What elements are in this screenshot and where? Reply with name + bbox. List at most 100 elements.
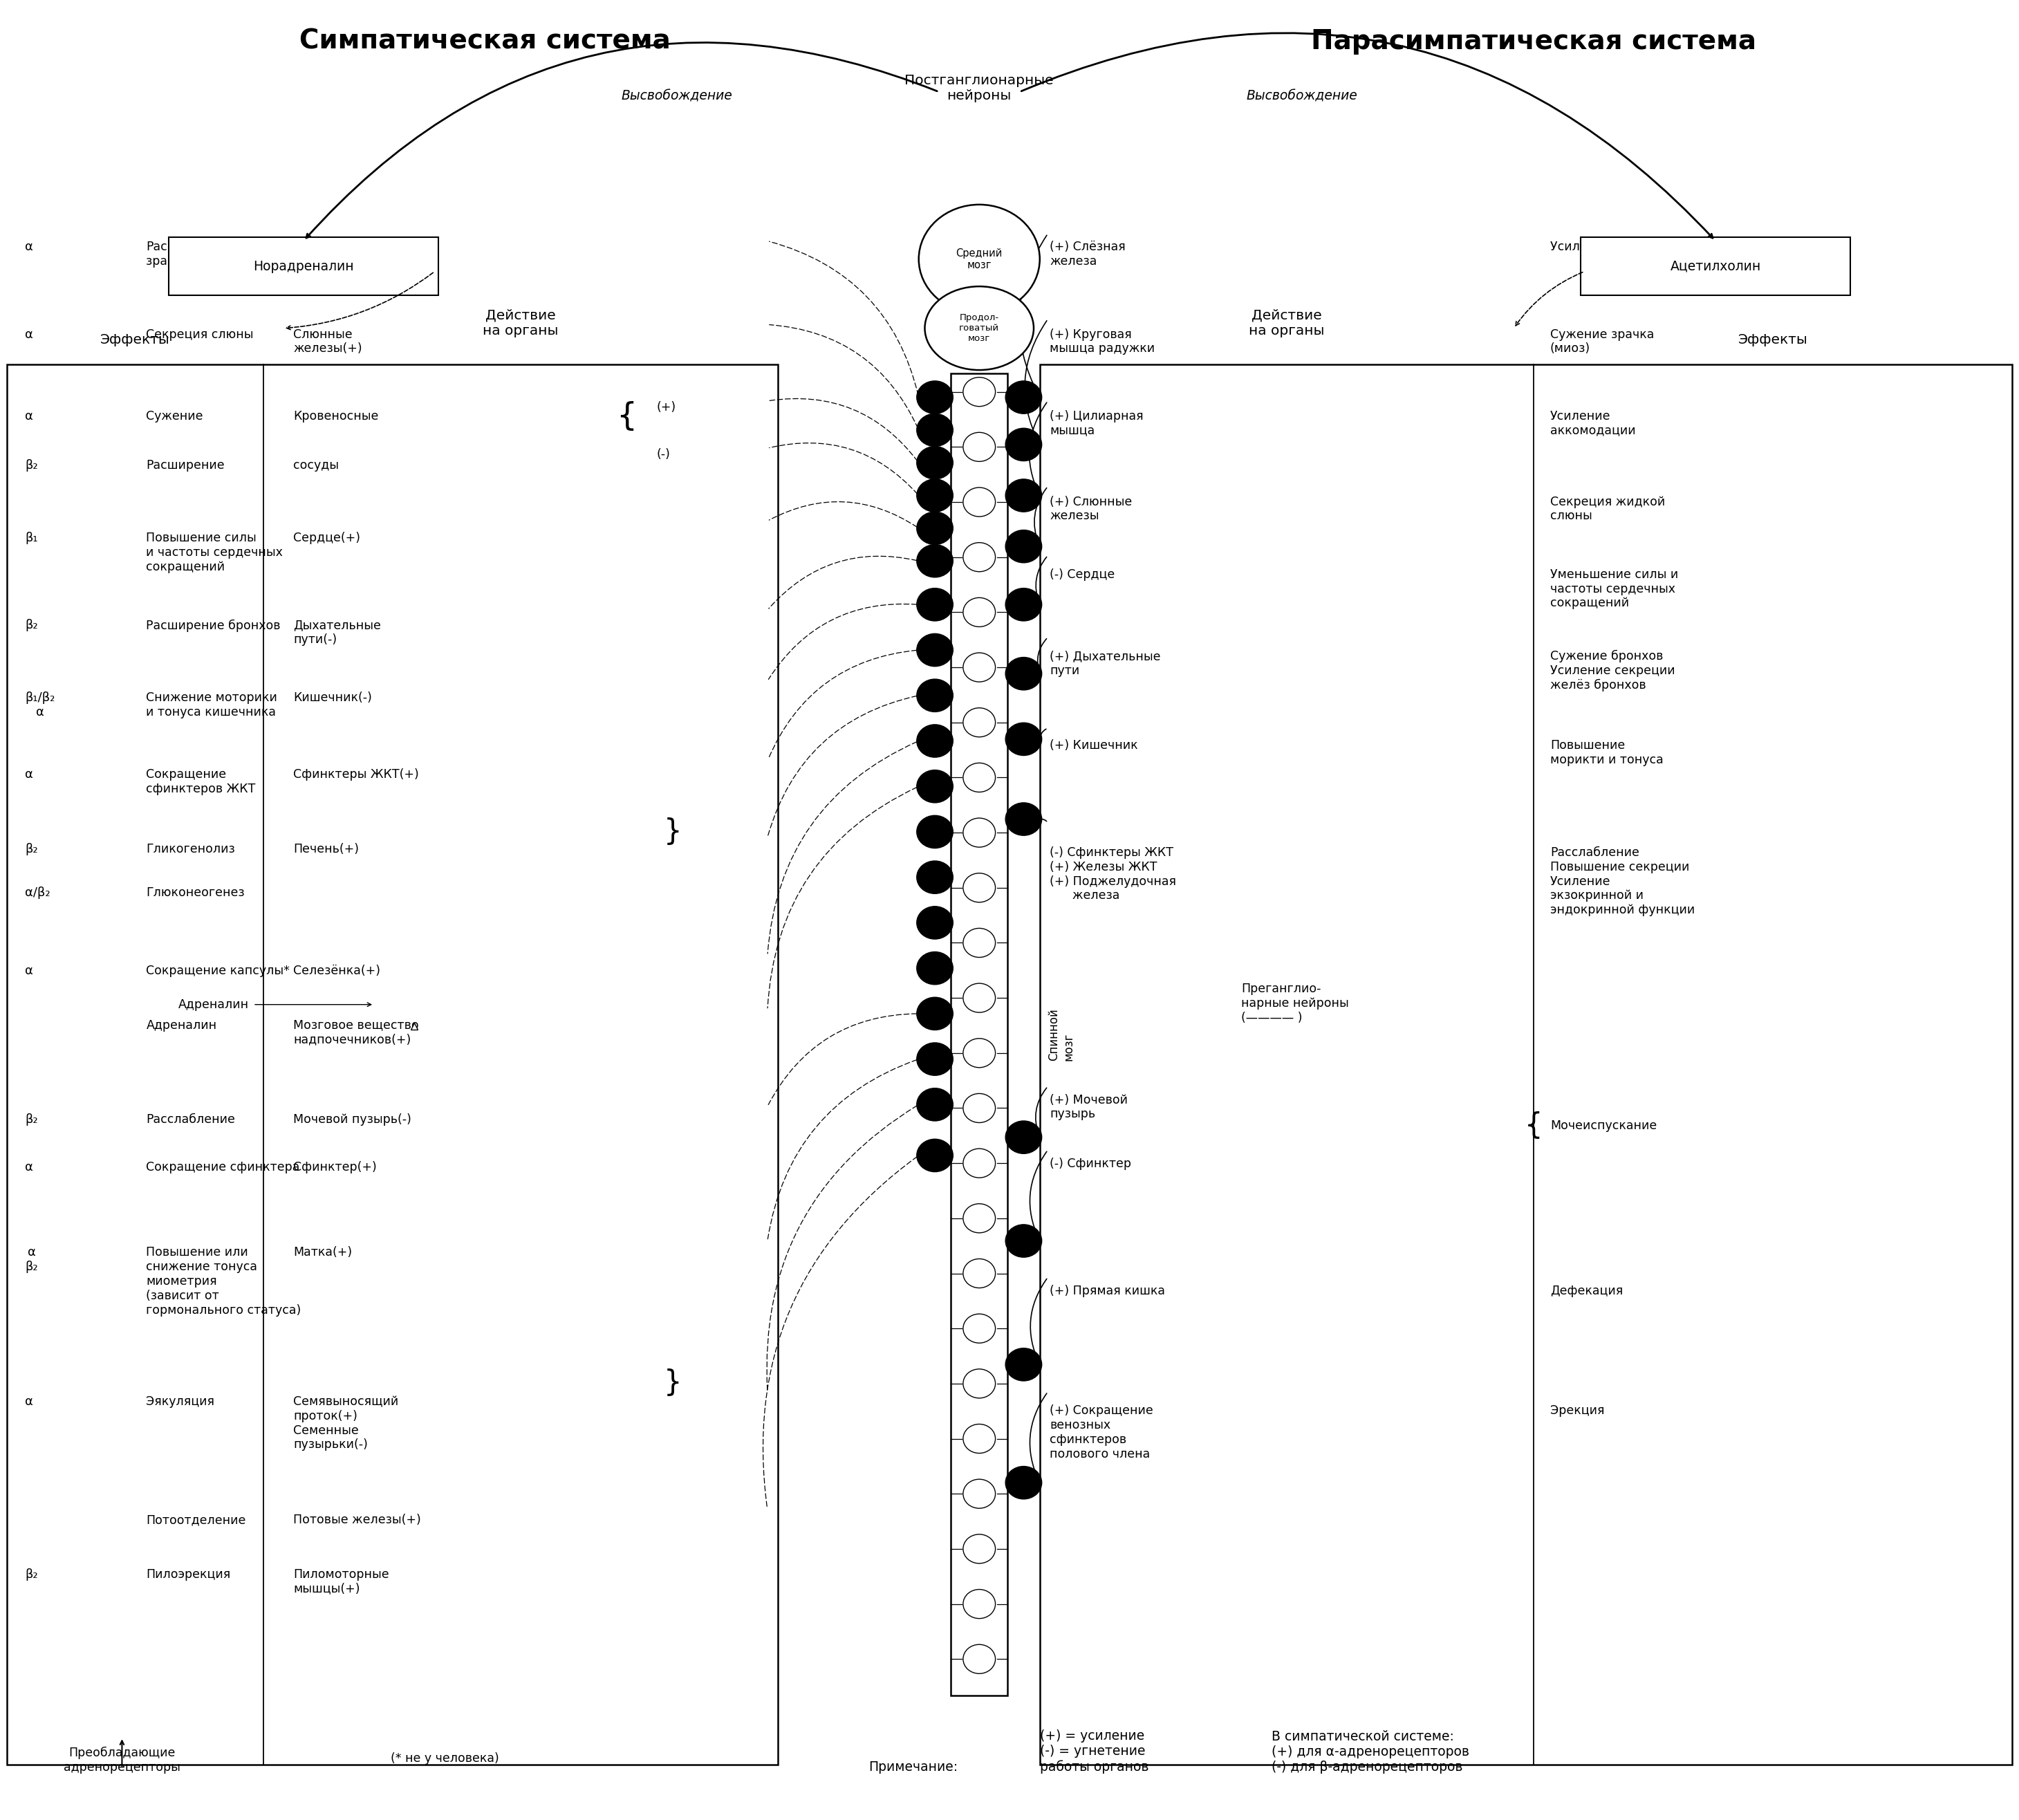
Circle shape — [963, 1259, 995, 1289]
Text: Дыхательные
пути(-): Дыхательные пути(-) — [293, 619, 382, 646]
Circle shape — [917, 1088, 953, 1121]
Ellipse shape — [925, 286, 1034, 369]
Text: α: α — [24, 1396, 34, 1409]
Circle shape — [963, 1094, 995, 1123]
Text: Селезёнка(+): Селезёнка(+) — [293, 965, 380, 977]
Text: Усиление
аккомодации: Усиление аккомодации — [1551, 410, 1635, 437]
Text: (+) Круговая
мышца радужки: (+) Круговая мышца радужки — [1050, 328, 1155, 355]
Circle shape — [917, 770, 953, 803]
Text: α: α — [24, 1161, 34, 1174]
Bar — [6, 364, 777, 1765]
Text: {: { — [1524, 1110, 1543, 1139]
Text: Сужение бронхов
Усиление секреции
желёз бронхов: Сужение бронхов Усиление секреции желёз … — [1551, 650, 1676, 692]
Text: Высвобождение: Высвобождение — [1246, 89, 1357, 102]
Circle shape — [963, 708, 995, 737]
Text: Повышение или
снижение тонуса
миометрия
(зависит от
гормонального статуса): Повышение или снижение тонуса миометрия … — [145, 1247, 301, 1316]
Text: Адреналин: Адреналин — [145, 1019, 216, 1032]
Text: Преобладающие
адренорецепторы: Преобладающие адренорецепторы — [65, 1747, 180, 1773]
Text: α: α — [24, 410, 34, 422]
Text: Эффекты: Эффекты — [1738, 333, 1807, 346]
Text: Слюнные
железы(+): Слюнные железы(+) — [293, 328, 361, 355]
Text: Высвобождение: Высвобождение — [622, 89, 733, 102]
Text: (+) Слюнные
железы: (+) Слюнные железы — [1050, 495, 1133, 522]
Text: Снижение моторики
и тонуса кишечника: Снижение моторики и тонуса кишечника — [145, 692, 277, 719]
Circle shape — [917, 380, 953, 413]
Text: Симпатическая система: Симпатическая система — [299, 29, 670, 55]
Text: Сфинктеры ЖКТ(+): Сфинктеры ЖКТ(+) — [293, 768, 420, 781]
Ellipse shape — [919, 204, 1040, 313]
Text: α/β₂: α/β₂ — [24, 886, 50, 899]
Circle shape — [1005, 380, 1042, 413]
Text: Примечание:: Примечание: — [868, 1760, 957, 1773]
Text: Усиление секреции: Усиление секреции — [1551, 240, 1676, 253]
Text: Сфинктер(+): Сфинктер(+) — [293, 1161, 378, 1174]
Text: Продол-
говатый
мозг: Продол- говатый мозг — [959, 313, 999, 344]
Circle shape — [1005, 657, 1042, 690]
Text: α: α — [24, 965, 34, 977]
Text: Расслабление
Повышение секреции
Усиление
экзокринной и
эндокринной функции: Расслабление Повышение секреции Усиление… — [1551, 846, 1694, 915]
Text: Действие
на органы: Действие на органы — [483, 309, 557, 337]
Circle shape — [963, 1369, 995, 1398]
Text: β₂: β₂ — [24, 619, 38, 632]
Text: Ацетилхолин: Ацетилхолин — [1670, 260, 1761, 273]
Text: Уменьшение силы и
частоты сердечных
сокращений: Уменьшение силы и частоты сердечных сокр… — [1551, 568, 1678, 610]
Text: Сужение зрачка
(миоз): Сужение зрачка (миоз) — [1551, 328, 1654, 355]
Text: В симпатической системе:
(+) для α-адренорецепторов
(-) для β-адренорецепторов: В симпатической системе: (+) для α-адрен… — [1272, 1731, 1470, 1773]
Text: α: α — [24, 240, 34, 253]
Text: (+) Кишечник: (+) Кишечник — [1050, 739, 1139, 752]
Circle shape — [917, 446, 953, 479]
Text: Секреция жидкой
слюны: Секреция жидкой слюны — [1551, 495, 1666, 522]
Text: Средний
мозг: Средний мозг — [955, 248, 1003, 271]
Circle shape — [1005, 803, 1042, 835]
Text: Глюконеогенез: Глюконеогенез — [145, 886, 244, 899]
Text: Мозговое вещество
надпочечников(+): Мозговое вещество надпочечников(+) — [293, 1019, 420, 1046]
Circle shape — [1005, 1225, 1042, 1258]
Text: Секреция слюны: Секреция слюны — [145, 328, 254, 340]
Text: (+): (+) — [656, 400, 676, 413]
Circle shape — [1005, 723, 1042, 755]
Text: α
β₂: α β₂ — [24, 1247, 38, 1274]
Text: Матка(+): Матка(+) — [293, 1247, 351, 1259]
Text: Гликогенолиз: Гликогенолиз — [145, 843, 234, 855]
Text: Пиломоторные
мышцы(+): Пиломоторные мышцы(+) — [293, 1569, 390, 1594]
Circle shape — [917, 724, 953, 757]
Circle shape — [917, 1139, 953, 1172]
Circle shape — [1005, 588, 1042, 621]
Text: (+) Цилиарная
мышца: (+) Цилиарная мышца — [1050, 410, 1143, 437]
Text: Потовые железы(+): Потовые железы(+) — [293, 1514, 422, 1525]
Text: Повышение силы
и частоты сердечных
сокращений: Повышение силы и частоты сердечных сокра… — [145, 531, 283, 573]
Circle shape — [963, 874, 995, 903]
Text: Сокращение сфинктера: Сокращение сфинктера — [145, 1161, 301, 1174]
Text: β₁: β₁ — [24, 531, 38, 544]
Text: Кровеносные: Кровеносные — [293, 410, 380, 422]
Circle shape — [1005, 1467, 1042, 1500]
Circle shape — [917, 544, 953, 577]
Text: }: } — [664, 817, 682, 846]
Bar — [1040, 364, 2013, 1765]
Text: Кишечник(-): Кишечник(-) — [293, 692, 371, 704]
Text: Расширение
зрачка (мидриаз): Расширение зрачка (мидриаз) — [145, 240, 256, 268]
Circle shape — [963, 653, 995, 682]
Circle shape — [963, 1203, 995, 1232]
Circle shape — [1005, 1121, 1042, 1154]
Text: Эффекты: Эффекты — [101, 333, 170, 346]
Text: Радиальная
мышца радужки(+): Радиальная мышца радужки(+) — [293, 240, 418, 268]
Text: α: α — [24, 768, 34, 781]
Circle shape — [917, 815, 953, 848]
Circle shape — [917, 906, 953, 939]
Text: Преганглио-
нарные нейроны
(———— ): Преганглио- нарные нейроны (———— ) — [1242, 983, 1349, 1025]
Circle shape — [963, 983, 995, 1012]
FancyBboxPatch shape — [1581, 237, 1851, 295]
Text: β₂: β₂ — [24, 843, 38, 855]
Circle shape — [963, 1039, 995, 1068]
Circle shape — [963, 1480, 995, 1509]
Circle shape — [963, 377, 995, 406]
Text: Мочеиспускание: Мочеиспускание — [1551, 1119, 1658, 1132]
Circle shape — [917, 511, 953, 544]
Circle shape — [963, 488, 995, 517]
Text: β₂: β₂ — [24, 1569, 38, 1580]
Text: (+) Сокращение
венозных
сфинктеров
полового члена: (+) Сокращение венозных сфинктеров полов… — [1050, 1405, 1153, 1460]
Circle shape — [917, 952, 953, 985]
Circle shape — [917, 861, 953, 894]
Text: Сокращение капсулы*: Сокращение капсулы* — [145, 965, 291, 977]
